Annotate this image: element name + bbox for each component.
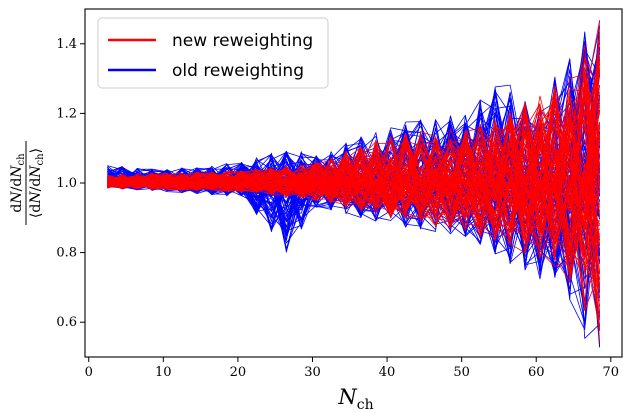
x-tick-label: 60 <box>528 365 545 380</box>
series-line <box>107 139 601 274</box>
x-tick-label: 0 <box>85 365 93 380</box>
y-axis: 0.6 0.8 1.0 1.2 1.4 <box>56 37 85 330</box>
series-new-reweighting <box>107 20 601 342</box>
x-axis-title: Nch <box>337 385 373 413</box>
svg-text:dN/dNch: dN/dNch <box>9 153 27 213</box>
legend: new reweighting old reweighting <box>97 17 329 89</box>
y-tick-label: 0.8 <box>56 246 77 261</box>
legend-label-new-reweighting: new reweighting <box>172 31 313 51</box>
x-tick-label: 70 <box>603 365 620 380</box>
x-tick-label: 40 <box>379 365 396 380</box>
series-line <box>107 111 600 233</box>
y-tick-label: 1.2 <box>56 106 77 121</box>
legend-label-old-reweighting: old reweighting <box>172 61 304 81</box>
svg-text:⟨dN/dNch⟩: ⟨dN/dNch⟩ <box>28 148 46 218</box>
x-tick-label: 20 <box>230 365 247 380</box>
y-tick-label: 0.6 <box>56 315 77 330</box>
x-tick-label: 50 <box>453 365 470 380</box>
y-tick-label: 1.4 <box>56 37 77 52</box>
x-tick-label: 30 <box>304 365 321 380</box>
series-layer <box>107 20 601 348</box>
series-line <box>107 126 601 285</box>
series-line <box>107 95 600 209</box>
x-tick-label: 10 <box>155 365 172 380</box>
series-line <box>107 126 601 246</box>
x-axis: 0 10 20 30 40 50 60 70 <box>85 357 619 380</box>
series-line <box>107 117 600 268</box>
y-axis-title: dN/dNch ⟨dN/dNch⟩ <box>9 141 46 225</box>
series-line <box>107 93 601 243</box>
y-tick-label: 1.0 <box>56 176 77 191</box>
